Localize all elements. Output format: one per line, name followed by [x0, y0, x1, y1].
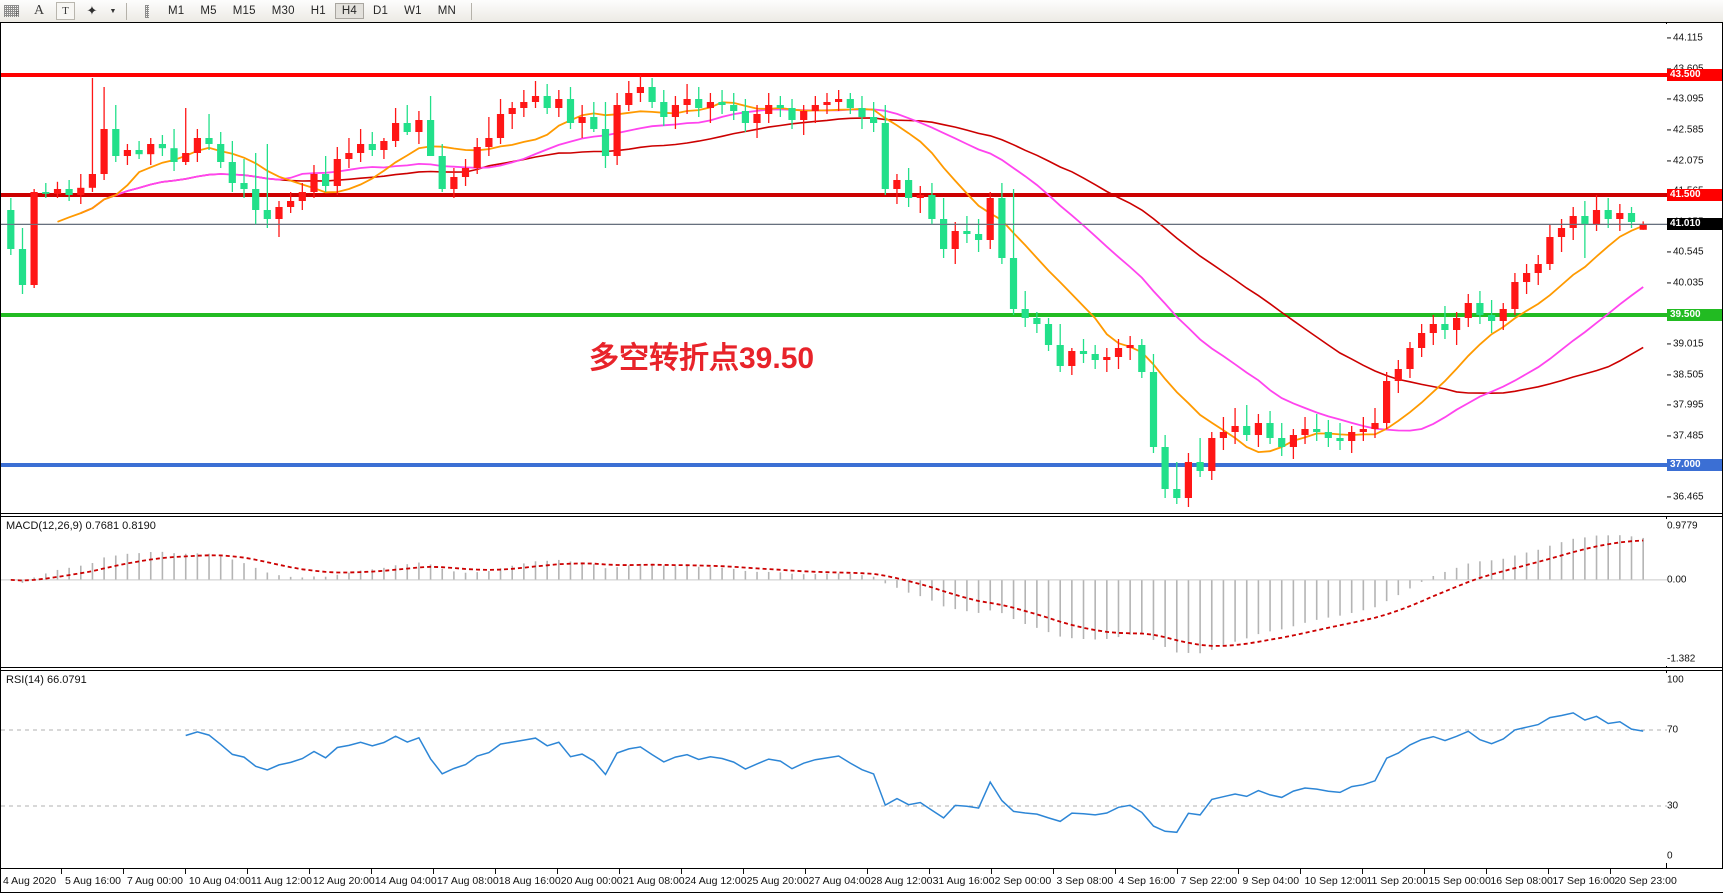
time-axis-label: 31 Aug 16:00	[928, 869, 995, 887]
timeframe-mn[interactable]: MN	[437, 5, 457, 17]
time-axis-label: 18 Aug 16:00	[494, 869, 561, 887]
time-axis-label: 14 Aug 04:00	[370, 869, 437, 887]
chart-window: ▼ USOil-,H4 40.920 41.060 40.920 41.010 …	[0, 22, 1723, 893]
price-level-tag-pivot-39500[interactable]: 39.500	[1667, 309, 1722, 321]
time-axis-label: 17 Aug 08:00	[432, 869, 499, 887]
price-tick: 39.015	[1667, 339, 1722, 350]
price-tick: 37.995	[1667, 400, 1722, 411]
time-axis-label: 25 Aug 20:00	[742, 869, 809, 887]
timeframe-h1[interactable]: H1	[310, 5, 326, 17]
time-axis-label: 20 Aug 00:00	[556, 869, 623, 887]
timeframe-m1[interactable]: M1	[168, 5, 185, 17]
price-pane: 44.11543.60543.09542.58542.07541.56541.0…	[1, 24, 1722, 513]
time-axis-label: 24 Aug 12:00	[680, 869, 747, 887]
rsi-tick: 0	[1667, 850, 1673, 862]
time-axis-label: 4 Sep 16:00	[1114, 869, 1175, 887]
price-tick: 40.035	[1667, 277, 1722, 288]
price-tick: 42.075	[1667, 155, 1722, 166]
price-tick: 43.605	[1667, 63, 1722, 74]
time-axis[interactable]: 4 Aug 2020 5 Aug 16:00 7 Aug 00:00 10 Aug 0…	[1, 868, 1723, 892]
rsi-label: RSI(14) 66.0791	[6, 674, 87, 686]
time-axis-label: 15 Sep 00:00	[1424, 869, 1491, 887]
timeframe-group: M1 M5 M15 M30 H1 H4 D1 W1 MN	[160, 3, 464, 19]
time-axis-label: 16 Sep 08:00	[1486, 869, 1553, 887]
timeframe-w1[interactable]: W1	[404, 5, 422, 17]
time-axis-label: 27 Aug 04:00	[804, 869, 871, 887]
price-tick: 40.545	[1667, 247, 1722, 258]
macd-tick: -1.382	[1667, 653, 1696, 665]
time-axis-label: 10 Sep 12:00	[1300, 869, 1367, 887]
time-axis-label: 2 Sep 00:00	[990, 869, 1051, 887]
price-tick: 44.115	[1667, 33, 1722, 44]
time-axis-label: 11 Aug 12:00	[246, 869, 312, 887]
macd-tick: 0.00	[1667, 574, 1687, 586]
time-axis-label: 9 Sep 04:00	[1238, 869, 1299, 887]
timeframe-m5[interactable]: M5	[200, 5, 217, 17]
price-level-tag-resistance-41500[interactable]: 41.500	[1667, 189, 1722, 201]
time-axis-label: 28 Aug 12:00	[866, 869, 933, 887]
text-box-icon[interactable]: T	[56, 2, 75, 20]
macd-scale: 0.9779 0.00 -1.382	[1667, 519, 1722, 666]
macd-tick: 0.9779	[1667, 520, 1698, 532]
timeframe-d1[interactable]: D1	[372, 5, 389, 17]
rsi-tick: 30	[1667, 800, 1679, 812]
indicators-icon[interactable]: ✦	[86, 3, 98, 18]
rsi-scale: 100 70 30 0	[1667, 673, 1722, 863]
time-axis-label: 10 Aug 04:00	[184, 869, 251, 887]
rsi-tick: 100	[1667, 674, 1684, 686]
timeframe-h4[interactable]: H4	[334, 3, 364, 19]
time-axis-label: 20 Sep 23:00	[1610, 869, 1677, 887]
crosshair-grid-icon[interactable]: F	[0, 1, 26, 21]
time-axis-label: 7 Aug 00:00	[122, 869, 183, 887]
dropdown-caret-icon[interactable]: ▼	[109, 7, 117, 15]
price-scale[interactable]: 44.11543.60543.09542.58542.07541.56541.0…	[1667, 24, 1722, 513]
rsi-tick: 70	[1667, 724, 1679, 736]
time-axis-label: 4 Aug 2020	[3, 875, 57, 887]
text-label-icon[interactable]: A	[33, 3, 45, 18]
rsi-pane: RSI(14) 66.0791 100 70 30 0	[1, 673, 1722, 863]
price-level-tag-support-37000[interactable]: 37.000	[1667, 459, 1722, 471]
time-axis-label: 3 Sep 08:00	[1052, 869, 1113, 887]
price-plot[interactable]	[1, 24, 1667, 513]
price-tick: 36.465	[1667, 492, 1722, 503]
price-level-tag-resistance-43500[interactable]: 43.500	[1667, 69, 1722, 81]
macd-label: MACD(12,26,9) 0.7681 0.8190	[6, 520, 156, 532]
price-tick: 37.485	[1667, 430, 1722, 441]
time-axis-label: 7 Sep 22:00	[1176, 869, 1237, 887]
macd-plot[interactable]	[1, 519, 1667, 666]
price-tick: 43.095	[1667, 94, 1722, 105]
time-axis-label: 17 Sep 16:00	[1548, 869, 1615, 887]
price-level-tag-current-price[interactable]: 41.010	[1667, 218, 1722, 231]
timeframe-m15[interactable]: M15	[232, 5, 256, 17]
chart-annotation: 多空转折点39.50	[589, 342, 815, 375]
time-axis-label: 11 Sep 20:00	[1362, 869, 1428, 887]
toolbar: F A T ✦ ▼ M1 M5 M15 M30 H1 H4 D1 W1 MN	[0, 0, 1723, 23]
time-axis-label: 12 Aug 20:00	[308, 869, 375, 887]
time-axis-label: 21 Aug 08:00	[618, 869, 685, 887]
timeframe-m30[interactable]: M30	[271, 5, 295, 17]
pane-divider-macd[interactable]	[1, 513, 1722, 517]
time-axis-label: 5 Aug 16:00	[60, 869, 121, 887]
period-separator-icon	[134, 1, 160, 21]
rsi-plot[interactable]	[1, 673, 1667, 863]
price-tick: 42.585	[1667, 124, 1722, 135]
toolbar-divider	[126, 2, 127, 20]
price-tick: 38.505	[1667, 369, 1722, 380]
pane-divider-rsi[interactable]	[1, 667, 1722, 671]
toolbar-divider-2	[471, 2, 473, 20]
macd-pane: MACD(12,26,9) 0.7681 0.8190 0.9779 0.00 -1…	[1, 519, 1722, 666]
